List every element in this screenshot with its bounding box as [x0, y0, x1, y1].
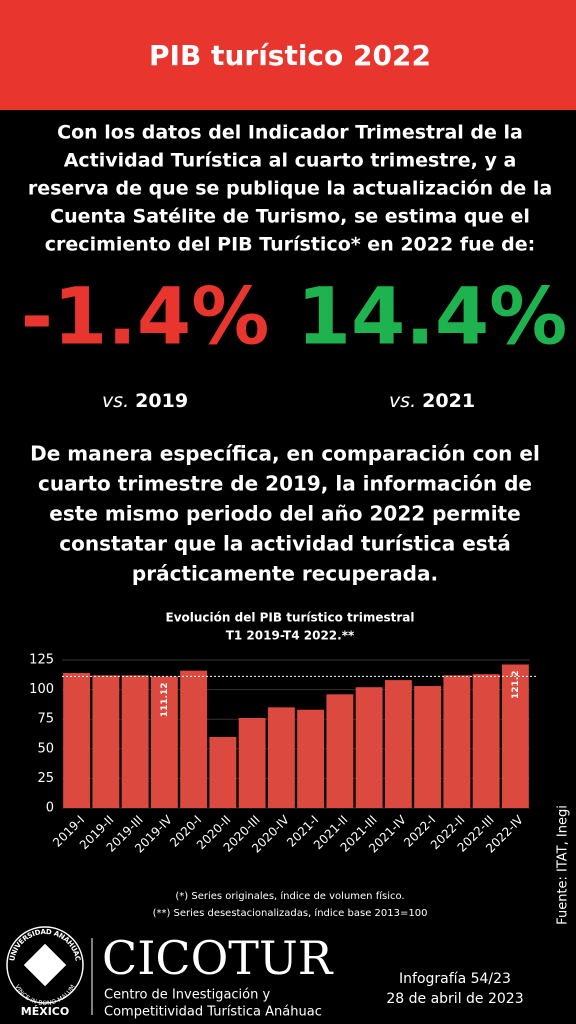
stat-label: vs. 2021 [389, 390, 475, 412]
issue: Infografía 54/23 [399, 971, 511, 987]
brand-sub: Competitividad Turística Anáhuac [104, 1005, 322, 1020]
value-label: 121.2 [511, 670, 521, 698]
bar [297, 709, 325, 808]
bar [326, 694, 354, 808]
y-tick-label: 75 [37, 712, 54, 727]
source: Fuente: ITAT, Inegi [556, 805, 571, 925]
intro-line: Cuenta Satélite de Turismo, se estima qu… [50, 206, 530, 228]
y-tick-label: 50 [37, 741, 54, 756]
detail-line: cuarto trimestre de 2019, la información… [38, 472, 532, 496]
bar [63, 673, 91, 808]
stat-prefix: vs. [389, 390, 416, 412]
stat-year: 2019 [135, 390, 188, 412]
bar [355, 687, 383, 808]
country: MÉXICO [21, 1005, 69, 1018]
bar [121, 675, 149, 808]
bar [209, 736, 237, 808]
footnote: (*) Series originales, índice de volumen… [175, 890, 404, 902]
bar [150, 676, 178, 808]
y-tick-label: 100 [29, 682, 54, 697]
detail-line: constatar que la actividad turística est… [59, 532, 511, 556]
brand: CICOTUR [102, 931, 334, 985]
bar [443, 675, 471, 808]
intro-line: Actividad Turística al cuarto trimestre,… [64, 150, 517, 172]
stat-label: vs. 2019 [102, 390, 188, 412]
date: 28 de abril de 2023 [386, 991, 523, 1007]
stat-prefix: vs. [102, 390, 129, 412]
detail-line: prácticamente recuperada. [132, 562, 438, 586]
intro-line: crecimiento del PIB Turístico* en 2022 f… [45, 234, 535, 256]
footnote: (**) Series desestacionalizadas, índice … [153, 907, 428, 919]
bar [414, 686, 442, 808]
bar [267, 707, 295, 808]
value-label: 111.12 [160, 682, 170, 717]
y-tick-label: 25 [37, 771, 54, 786]
chart-title: T1 2019-T4 2022.** [226, 629, 355, 643]
bar [238, 718, 266, 808]
detail-line: De manera específica, en comparación con… [30, 442, 540, 466]
stat-value: 14.4% [297, 272, 568, 362]
stat-year: 2021 [422, 390, 475, 412]
bar [92, 675, 120, 808]
detail-line: este mismo periodo del año 2022 permite [49, 502, 520, 526]
stat-value: -1.4% [21, 272, 270, 362]
intro-line: reserva de que se publique la actualizac… [28, 178, 552, 200]
brand-sub: Centro de Investigación y [104, 988, 270, 1003]
title: PIB turístico 2022 [149, 39, 431, 72]
bar [501, 664, 529, 808]
bar [384, 680, 412, 808]
chart-title: Evolución del PIB turístico trimestral [166, 611, 415, 625]
y-tick-label: 125 [29, 653, 54, 668]
bar [472, 674, 500, 808]
seal [6, 926, 84, 1004]
intro-line: Con los datos del Indicador Trimestral d… [57, 122, 523, 144]
y-tick-label: 0 [46, 801, 54, 816]
bar [180, 670, 208, 808]
header-bar [0, 0, 576, 110]
